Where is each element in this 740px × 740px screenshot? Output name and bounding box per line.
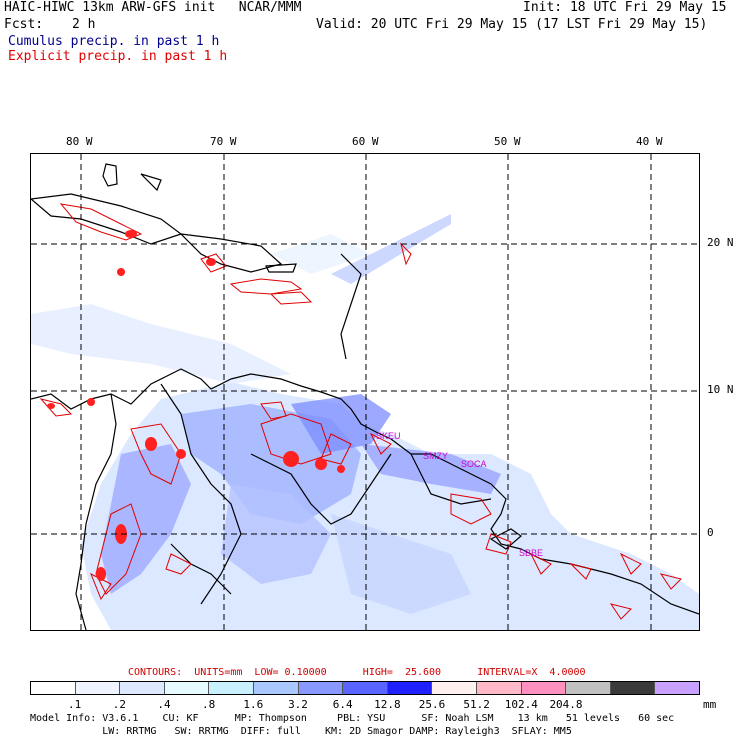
colorbar-swatch — [209, 682, 254, 694]
colorbar-swatch — [31, 682, 76, 694]
colorbar-swatch — [298, 682, 344, 694]
lon-label-40w: 40 W — [636, 135, 663, 148]
colorbar-tick-label: .8 — [202, 698, 216, 711]
colorbar-swatch — [164, 682, 210, 694]
colorbar-tick-label: .2 — [112, 698, 126, 711]
colorbar-tick-label: 25.6 — [418, 698, 446, 711]
colorbar-tick-label: 204.8 — [549, 698, 583, 711]
colorbar-tick-label: 51.2 — [463, 698, 490, 711]
colorbar-swatch — [521, 682, 567, 694]
legend-cumulus: Cumulus precip. in past 1 h — [8, 34, 220, 49]
station-label-smzy: SMZY — [423, 451, 448, 461]
lon-label-60w: 60 W — [352, 135, 379, 148]
lat-lon-grid — [31, 154, 699, 630]
lon-label-70w: 70 W — [210, 135, 237, 148]
explicit-precip-contours — [39, 203, 682, 620]
colorbar-swatch — [253, 682, 299, 694]
contour-info: CONTOURS: UNITS=mm LOW= 0.10000 HIGH= 25… — [128, 667, 586, 678]
station-label-sbbe: SBBE — [519, 548, 543, 558]
model-info-line2: LW: RRTMG SW: RRTMG DIFF: full KM: 2D Sm… — [30, 726, 572, 737]
map-canvas: SKEU SMZY SOCA SBBE — [29, 154, 700, 631]
colorbar-swatch — [655, 682, 699, 694]
colorbar-swatch — [387, 682, 433, 694]
colorbar-tick-label: 3.2 — [288, 698, 308, 711]
colorbar-tick-label: 102.4 — [504, 698, 538, 711]
lat-label-10n: 10 N — [707, 383, 734, 396]
colorbar-swatch — [343, 682, 388, 694]
lon-label-50w: 50 W — [494, 135, 521, 148]
lat-label-20n: 20 N — [707, 236, 734, 249]
station-label-soca: SOCA — [461, 459, 487, 469]
lon-label-80w: 80 W — [66, 135, 93, 148]
legend-explicit: Explicit precip. in past 1 h — [8, 49, 228, 64]
model-title: HAIC-HIWC 13km ARW-GFS init NCAR/MMM — [4, 0, 302, 15]
station-label-skeu: SKEU — [376, 431, 401, 441]
colorbar-tick-label: .4 — [157, 698, 171, 711]
cumulus-precip-areas — [31, 214, 699, 630]
lat-label-0: 0 — [707, 526, 714, 539]
fcst-label: Fcst: — [4, 17, 44, 32]
colorbar — [30, 681, 700, 695]
colorbar-swatch — [566, 682, 611, 694]
colorbar-tick-label: 6.4 — [332, 698, 353, 711]
colorbar-tick-label: 1.6 — [243, 698, 264, 711]
model-info-line1: Model Info: V3.6.1 CU: KF MP: Thompson P… — [30, 713, 675, 724]
colorbar-swatch — [476, 682, 522, 694]
valid-time: Valid: 20 UTC Fri 29 May 15 (17 LST Fri … — [316, 17, 708, 32]
colorbar-tick-label: .1 — [68, 698, 82, 711]
colorbar-swatch — [75, 682, 121, 694]
init-time: Init: 18 UTC Fri 29 May 15 — [523, 0, 727, 15]
colorbar-swatch — [610, 682, 656, 694]
colorbar-swatch — [432, 682, 477, 694]
colorbar-swatch — [120, 682, 165, 694]
colorbar-tick-label: 12.8 — [374, 698, 401, 711]
precip-map: SKEU SMZY SOCA SBBE — [29, 153, 700, 631]
colorbar-units: mm — [703, 698, 717, 711]
fcst-value: 2 h — [72, 17, 96, 32]
